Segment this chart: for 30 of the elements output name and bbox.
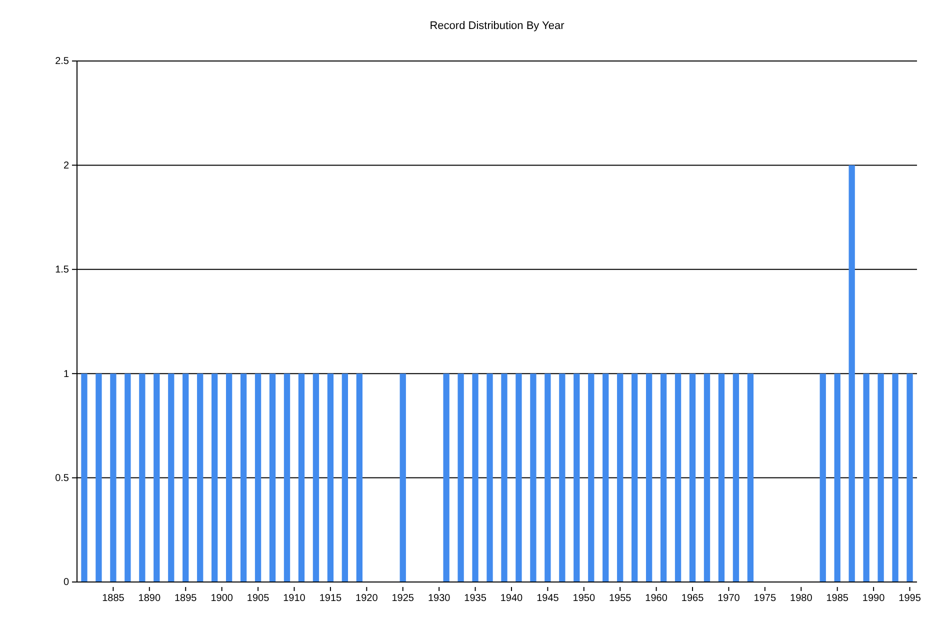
- y-tick-label: 0: [63, 577, 70, 588]
- y-tick-label: 0.5: [55, 473, 70, 484]
- x-tick-label: 1885: [102, 593, 125, 604]
- x-tick-label: 1955: [608, 593, 632, 604]
- x-tick-label: 1900: [210, 593, 234, 604]
- y-tick-label: 1.5: [55, 264, 70, 276]
- y-tick-label: 1: [63, 368, 70, 380]
- x-tick-label: 1990: [862, 593, 886, 604]
- x-tick-label: 1925: [392, 593, 414, 604]
- x-tick-label: 1895: [174, 593, 198, 604]
- x-tick-label: 1945: [536, 593, 560, 604]
- x-tick-label: 1910: [283, 593, 306, 604]
- x-tick-label: 1960: [645, 593, 668, 604]
- x-tick-label: 1965: [681, 593, 704, 604]
- y-tick-label: 2.5: [55, 56, 70, 68]
- x-tick-label: 1940: [500, 593, 524, 604]
- x-tick-label: 1975: [754, 593, 776, 604]
- x-tick-label: 1985: [826, 593, 849, 604]
- x-tick-label: 1930: [428, 593, 451, 604]
- x-tick-label: 1920: [356, 593, 378, 604]
- x-tick-label: 1905: [246, 593, 270, 604]
- y-tick-label: 2: [63, 160, 70, 172]
- x-tick-label: 1890: [138, 593, 161, 604]
- chart-title: Record Distribution By Year: [430, 20, 565, 32]
- x-tick-label: 1995: [898, 593, 922, 604]
- x-tick-label: 1980: [790, 593, 813, 604]
- x-tick-label: 1915: [319, 593, 342, 604]
- x-tick-label: 1935: [464, 593, 487, 604]
- x-tick-label: 1970: [718, 593, 740, 604]
- x-tick-label: 1950: [572, 593, 596, 604]
